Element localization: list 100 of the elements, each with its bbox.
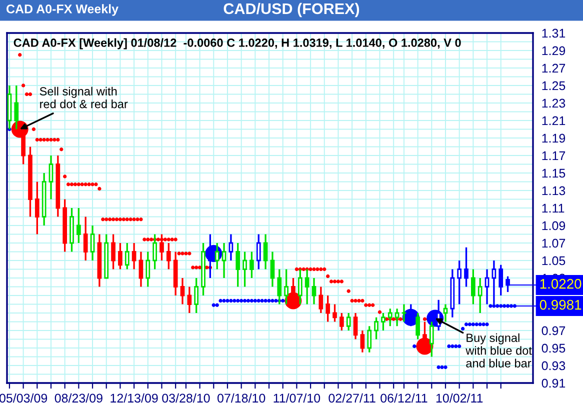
point [474, 322, 478, 326]
candlestick [478, 277, 482, 314]
candlestick [250, 250, 254, 279]
point [212, 303, 216, 307]
y-tick-label: 1.19 [542, 134, 566, 143]
candlestick [194, 277, 199, 314]
candlestick [416, 312, 420, 340]
point [509, 304, 514, 308]
point [236, 298, 240, 303]
point [246, 298, 250, 303]
candlestick [374, 316, 378, 340]
point [485, 322, 489, 326]
y-tick-label: 0.93 [542, 361, 566, 370]
chart-title: CAD/USD (FOREX) [224, 2, 360, 18]
candlestick [48, 154, 54, 200]
point [506, 304, 510, 308]
y-tick-label: 1.23 [542, 98, 566, 108]
candlestick [34, 180, 40, 236]
point [454, 344, 458, 348]
point [460, 326, 465, 331]
y-tick-label: 1.13 [542, 186, 566, 196]
x-tick-label: 03/28/10 [162, 393, 210, 403]
point [468, 322, 472, 326]
point [270, 298, 274, 303]
candlestick [353, 312, 358, 340]
candlestick [457, 260, 462, 306]
candlestick [367, 325, 372, 354]
y-tick-label: 1.31 [542, 28, 566, 38]
point [436, 365, 440, 370]
candlestick [312, 277, 316, 306]
point [218, 298, 222, 303]
chart-subtitle: CAD A0-FX Weekly [6, 4, 118, 16]
point [242, 298, 247, 303]
candlestick [498, 264, 504, 296]
point [482, 322, 486, 326]
candlestick [443, 303, 448, 323]
candlestick [360, 330, 365, 354]
x-tick-label: 11/07/10 [274, 393, 320, 403]
point [281, 298, 285, 303]
candlestick [214, 242, 220, 270]
annotation: CAD A0-FX [Weekly] 01/08/12 -0.0060 C 1.0220, H 1.0319, L 1.0140, O 1.0280, V 0 [14, 38, 461, 50]
annotation: Buy signal with blue dot and blue bar [466, 333, 532, 368]
point [267, 298, 271, 303]
candlestick [90, 224, 95, 262]
y-tick-label: 1.17 [542, 151, 566, 160]
x-tick-label: 12/13/09 [110, 393, 158, 403]
y-tick-label: 1.15 [542, 168, 566, 178]
candlestick [263, 233, 268, 270]
candlestick [464, 246, 468, 288]
point [232, 298, 236, 303]
candlestick [256, 233, 261, 270]
point [239, 298, 244, 303]
point [250, 298, 254, 303]
x-tick-label: 06/12/11 [380, 393, 428, 403]
candlestick [83, 216, 88, 262]
candlestick [340, 312, 344, 332]
y-tick-label: 1.21 [542, 116, 566, 126]
point [215, 303, 219, 307]
point [478, 322, 482, 326]
annotation: 0.9981 [540, 300, 582, 310]
point [226, 298, 230, 303]
point [264, 298, 268, 303]
candlestick [222, 242, 226, 279]
point [492, 304, 496, 308]
point [471, 322, 476, 326]
candlestick [318, 286, 324, 314]
candlestick [429, 320, 434, 358]
candlestick [118, 242, 122, 270]
point [253, 298, 258, 303]
y-tick-label: 1.29 [542, 46, 566, 56]
point [499, 304, 503, 308]
point [260, 298, 264, 303]
candlestick [14, 84, 19, 130]
point [222, 298, 226, 303]
x-tick-label: 02/27/11 [328, 393, 376, 403]
candlestick [146, 250, 150, 288]
point [502, 304, 506, 308]
candlestick [124, 242, 130, 270]
point [229, 298, 233, 303]
point [458, 344, 462, 348]
candlestick [326, 294, 330, 323]
candlestick [76, 207, 81, 244]
candlestick [132, 242, 136, 270]
point [488, 304, 492, 308]
annotation: Sell signal with red dot & red bar [40, 86, 128, 108]
y-tick-label: 0.91 [542, 378, 566, 388]
annotation: 1.0220 [540, 278, 582, 289]
y-tick-label: 0.95 [542, 344, 566, 353]
point [274, 298, 278, 303]
point [440, 365, 444, 370]
y-tick-label: 1.07 [542, 238, 566, 248]
x-tick-label: 08/23/09 [54, 393, 102, 403]
y-tick-label: 1.11 [542, 204, 564, 213]
x-tick-label: 10/02/11 [436, 393, 483, 403]
candlestick [228, 233, 234, 262]
y-tick-label: 1.05 [542, 256, 566, 266]
candlestick [111, 233, 116, 270]
candlestick [236, 242, 240, 288]
candlestick [270, 250, 275, 288]
candlestick [484, 268, 490, 306]
